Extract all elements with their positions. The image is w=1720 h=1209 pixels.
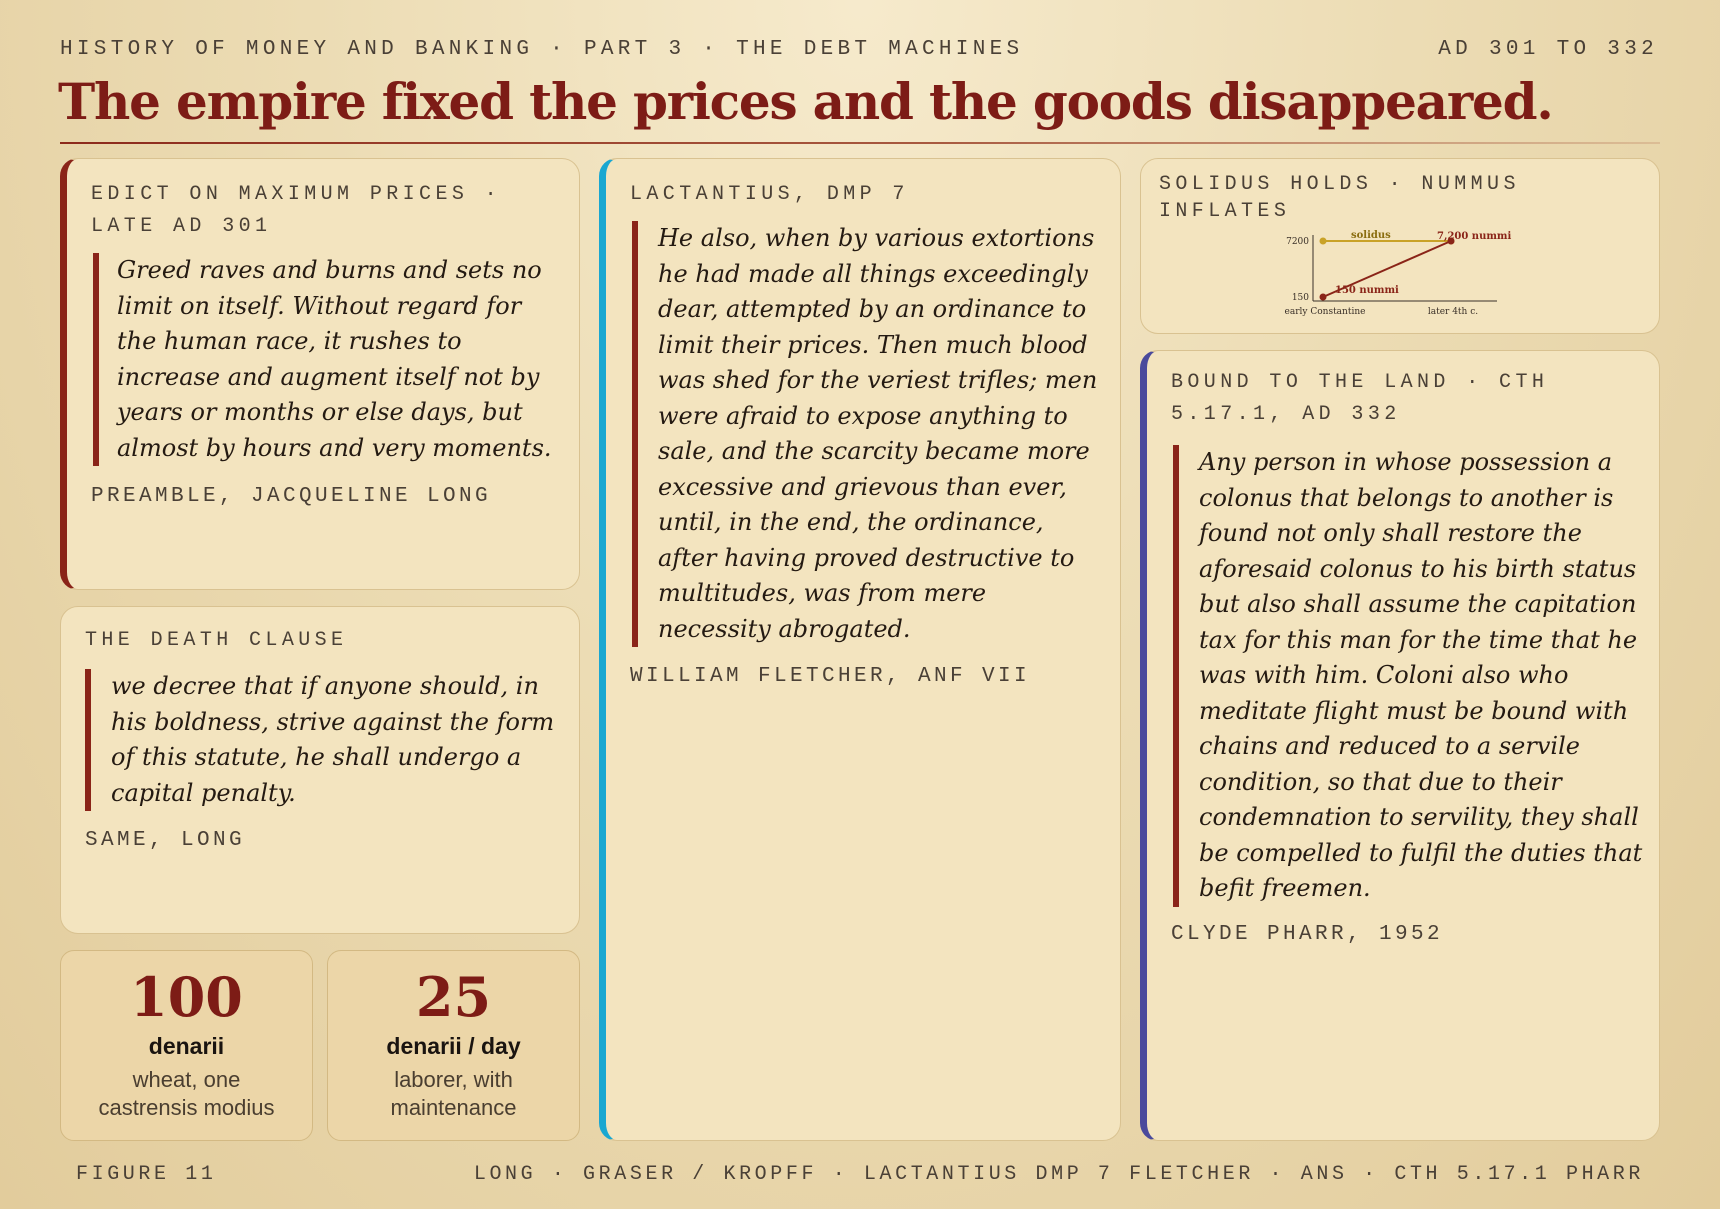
stat-description: laborer, with maintenance	[390, 1067, 517, 1120]
series-line-1	[1322, 240, 1452, 298]
footer-sources: LONG · GRASER / KROPFF · LACTANTIUS DMP …	[473, 1163, 1644, 1186]
death-clause-label: THE DEATH CLAUSE	[85, 629, 348, 652]
death-clause-citation: SAME, LONG	[85, 829, 246, 852]
stat-value: 25	[415, 965, 492, 1029]
series-point-1	[1319, 293, 1327, 301]
x-tick-label: early Constantine	[1285, 307, 1366, 317]
date-range: AD 301 TO 332	[1438, 38, 1658, 61]
y-tick-label: 7200	[1286, 237, 1309, 247]
lactantius-label: LACTANTIUS, DMP 7	[630, 183, 909, 206]
page-title: The empire fixed the prices and the good…	[58, 72, 1554, 131]
stat-wheat-price: 100 denarii wheat, one castrensis modius	[60, 950, 313, 1141]
lactantius-citation: WILLIAM FLETCHER, ANF VII	[630, 665, 1031, 688]
stat-unit: denarii	[148, 1033, 225, 1059]
x-tick-label: later 4th c.	[1428, 307, 1478, 317]
bound-card: BOUND TO THE LAND · CTH 5.17.1, AD 332 A…	[1140, 350, 1660, 1141]
bound-label: BOUND TO THE LAND · CTH 5.17.1, AD 332	[1171, 371, 1549, 426]
bound-citation: CLYDE PHARR, 1952	[1171, 923, 1444, 946]
bound-quote: Any person in whose possession a colonus…	[1173, 445, 1643, 907]
series-kicker: HISTORY OF MONEY AND BANKING · PART 3 · …	[60, 38, 1024, 61]
death-clause-card: THE DEATH CLAUSE we decree that if anyon…	[60, 606, 580, 934]
edict-citation: PREAMBLE, JACQUELINE LONG	[91, 485, 492, 508]
stat-unit: denarii / day	[386, 1033, 521, 1059]
stat-description: wheat, one castrensis modius	[98, 1067, 275, 1120]
title-rule	[60, 142, 1660, 144]
series-label-nummi-end: 7,200 nummi	[1437, 231, 1511, 242]
solidus-chart-card: SOLIDUS HOLDS · NUMMUS INFLATES 7200 150 e…	[1140, 158, 1660, 334]
edict-label: EDICT ON MAXIMUM PRICES · LATE AD 301	[91, 183, 502, 238]
edict-card: EDICT ON MAXIMUM PRICES · LATE AD 301 Gr…	[60, 158, 580, 590]
edict-quote: Greed raves and burns and sets no limit …	[93, 253, 561, 466]
figure-number: FIGURE 11	[76, 1163, 217, 1186]
lactantius-quote: He also, when by various extortions he h…	[632, 221, 1106, 647]
stat-value: 100	[130, 965, 243, 1029]
y-tick-label: 150	[1292, 293, 1309, 303]
solidus-nummus-chart: 7200 150 early Constantine later 4th c. soli…	[1285, 230, 1512, 317]
series-label-solidus: solidus	[1351, 230, 1391, 241]
stat-laborer-wage: 25 denarii / day laborer, with maintenanc…	[327, 950, 580, 1141]
death-clause-quote: we decree that if anyone should, in his …	[85, 669, 555, 811]
solidus-chart-label: SOLIDUS HOLDS · NUMMUS INFLATES	[1159, 173, 1520, 223]
lactantius-card: LACTANTIUS, DMP 7 He also, when by vario…	[599, 158, 1121, 1141]
series-point-1	[1447, 237, 1455, 245]
series-label-nummi-start: 150 nummi	[1335, 285, 1399, 296]
series-point-0	[1319, 237, 1327, 245]
